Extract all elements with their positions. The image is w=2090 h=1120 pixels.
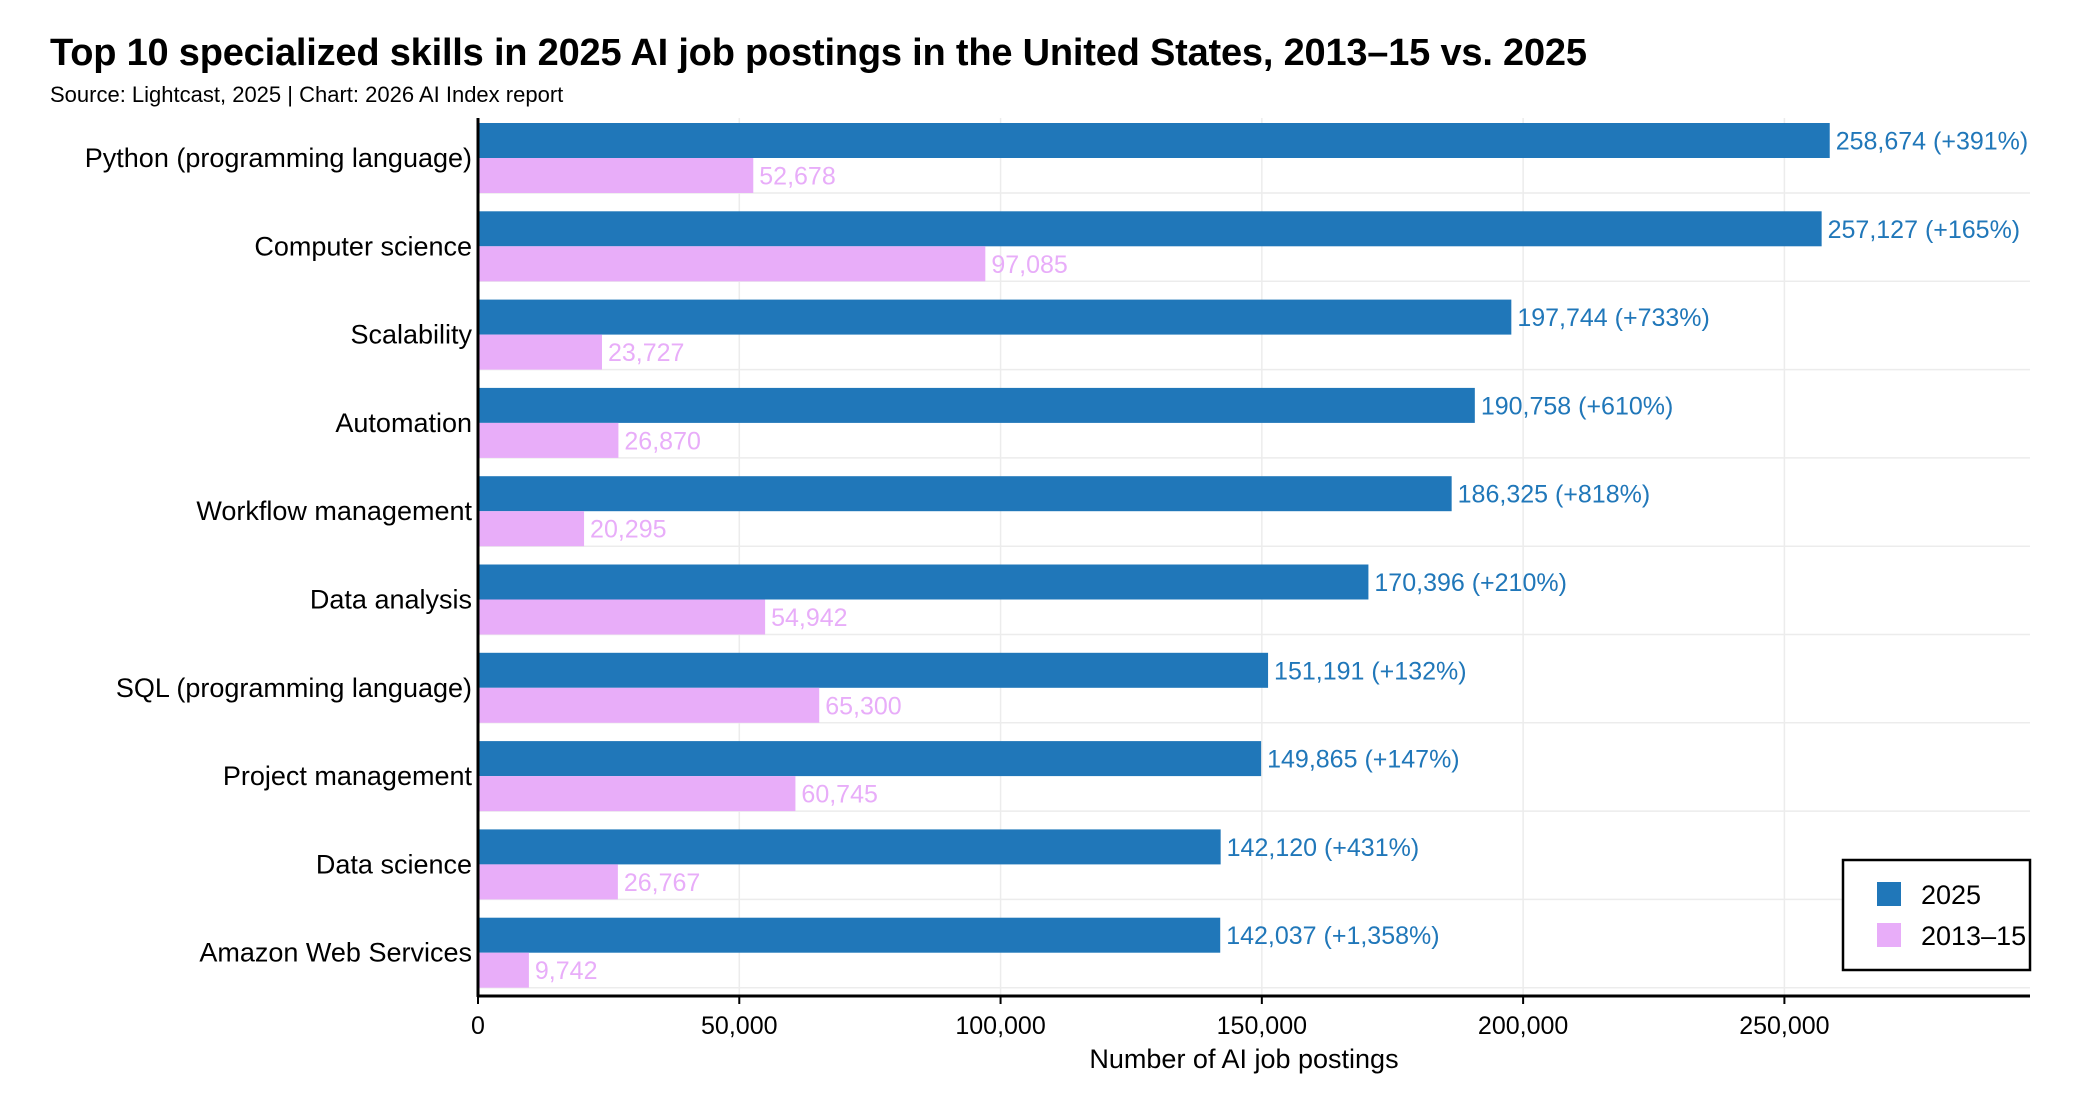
x-tick-label: 0 xyxy=(471,1012,485,1040)
bar-2025 xyxy=(478,741,1262,777)
category-label: Amazon Web Services xyxy=(199,938,472,968)
bar-2025 xyxy=(478,917,1221,953)
axes: 0 50,000 100,000 150,000 200,000 250,000 xyxy=(471,118,2030,1040)
value-labels: 258,674 (+391%) 52,678 Python (programming… xyxy=(85,128,2028,986)
bar-2025 xyxy=(478,476,1452,512)
value-label-2013-15: 23,727 xyxy=(608,339,684,367)
bar-2025 xyxy=(478,299,1512,335)
value-label-2013-15: 97,085 xyxy=(991,251,1067,279)
value-label-2013-15: 26,767 xyxy=(624,869,700,897)
bar-2025 xyxy=(478,387,1475,423)
bar-2025 xyxy=(478,652,1269,688)
bar-2025 xyxy=(478,564,1369,600)
value-label-2013-15: 9,742 xyxy=(535,957,598,985)
value-label-2013-15: 54,942 xyxy=(771,604,847,632)
value-label-2025: 186,325 (+818%) xyxy=(1458,481,1651,509)
value-label-2013-15: 65,300 xyxy=(825,692,901,720)
value-label-2013-15: 52,678 xyxy=(759,163,835,191)
bar-2013-15 xyxy=(478,864,618,900)
legend: 2025 2013–15 xyxy=(1841,858,2032,972)
x-tick-label: 200,000 xyxy=(1478,1012,1568,1040)
x-tick-label: 250,000 xyxy=(1739,1012,1829,1040)
value-label-2013-15: 26,870 xyxy=(624,427,700,455)
category-label: Python (programming language) xyxy=(85,143,472,173)
value-label-2025: 142,120 (+431%) xyxy=(1227,834,1420,862)
bar-2013-15 xyxy=(478,422,619,458)
bar-2013-15 xyxy=(478,511,585,547)
legend-label-2025: 2025 xyxy=(1921,880,1981,910)
value-label-2013-15: 60,745 xyxy=(801,781,877,809)
x-tick-label: 50,000 xyxy=(701,1012,777,1040)
bar-2013-15 xyxy=(478,687,820,723)
legend-box xyxy=(1841,858,2032,972)
bar-2013-15 xyxy=(478,158,754,193)
bar-2025 xyxy=(478,123,1830,158)
bar-2013-15 xyxy=(478,599,766,635)
value-label-2025: 151,191 (+132%) xyxy=(1274,657,1467,685)
value-label-2025: 142,037 (+1,358%) xyxy=(1226,922,1439,950)
value-label-2025: 170,396 (+210%) xyxy=(1374,569,1567,597)
x-tick-label: 150,000 xyxy=(1217,1012,1307,1040)
chart-title: Top 10 specialized skills in 2025 AI job… xyxy=(50,32,1587,74)
value-label-2025: 257,127 (+165%) xyxy=(1828,216,2021,244)
chart-subtitle: Source: Lightcast, 2025 | Chart: 2026 AI… xyxy=(50,82,564,107)
category-label: SQL (programming language) xyxy=(116,673,472,703)
category-label: Project management xyxy=(223,761,473,791)
bar-2013-15 xyxy=(478,246,986,282)
category-label: Workflow management xyxy=(196,496,472,526)
bar-2013-15 xyxy=(478,334,602,370)
bar-2025 xyxy=(478,211,1822,247)
category-label: Scalability xyxy=(350,320,472,350)
bar-2013-15 xyxy=(478,776,796,812)
category-label: Automation xyxy=(335,408,472,438)
x-axis-title: Number of AI job postings xyxy=(1089,1044,1398,1074)
value-label-2025: 197,744 (+733%) xyxy=(1517,304,1710,332)
bars xyxy=(478,123,1830,988)
bar-2013-15 xyxy=(478,952,529,988)
category-label: Computer science xyxy=(254,231,472,261)
value-label-2025: 258,674 (+391%) xyxy=(1836,128,2029,156)
value-label-2025: 149,865 (+147%) xyxy=(1267,746,1460,774)
bar-2025 xyxy=(478,829,1221,865)
category-label: Data analysis xyxy=(310,585,472,615)
legend-swatch-2025 xyxy=(1877,882,1901,906)
legend-swatch-2013-15 xyxy=(1877,923,1901,947)
x-tick-label: 100,000 xyxy=(955,1012,1045,1040)
value-label-2025: 190,758 (+610%) xyxy=(1481,392,1674,420)
category-label: Data science xyxy=(316,849,472,879)
value-label-2013-15: 20,295 xyxy=(590,516,666,544)
legend-label-2013-15: 2013–15 xyxy=(1921,921,2026,951)
